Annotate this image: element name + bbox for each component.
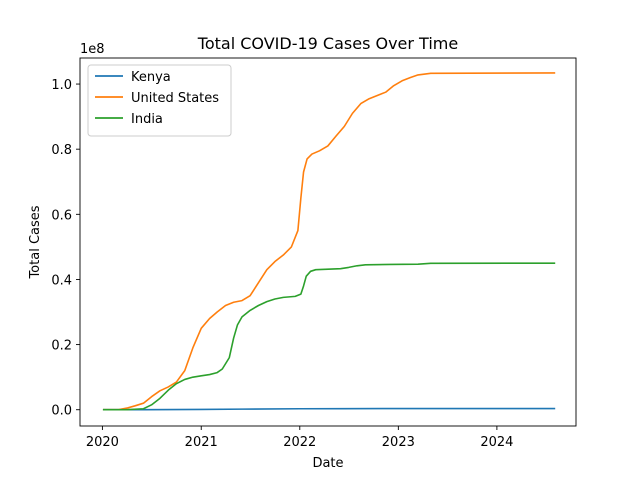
axes-frame [79,57,577,427]
y-tick-label: 0.2 [51,339,72,354]
y-tick-label: 0.4 [51,273,72,288]
x-tick-label: 2024 [480,435,513,450]
legend-label-kenya: Kenya [131,70,171,85]
legend: Kenya United States India [87,64,232,137]
series-line-kenya [102,407,556,411]
y-multiplier-label: 1e8 [80,42,105,57]
x-axis-label: Date [312,456,343,471]
legend-label-india: India [131,112,163,127]
legend-box [87,64,232,137]
legend-label-united-states: United States [131,91,219,106]
series-line-united-states [102,72,556,411]
y-axis-label: Total Cases [28,205,43,279]
x-tick-label: 2022 [283,435,316,450]
y-tick-label: 1.0 [51,78,72,93]
y-tick-label: 0.6 [51,208,72,223]
y-tick-label: 0.0 [51,404,72,419]
x-tick-label: 2023 [382,435,415,450]
plot-area [102,72,556,411]
x-tick-label: 2021 [185,435,218,450]
y-tick-label: 0.8 [51,143,72,158]
x-tick-label: 2020 [86,435,119,450]
series-line-india [102,262,556,411]
chart-title: Total COVID-19 Cases Over Time [197,34,458,53]
axes: 2020 2021 2022 2023 2024 0.0 0.2 0.4 0.6 0.8 1.0 [51,57,577,450]
